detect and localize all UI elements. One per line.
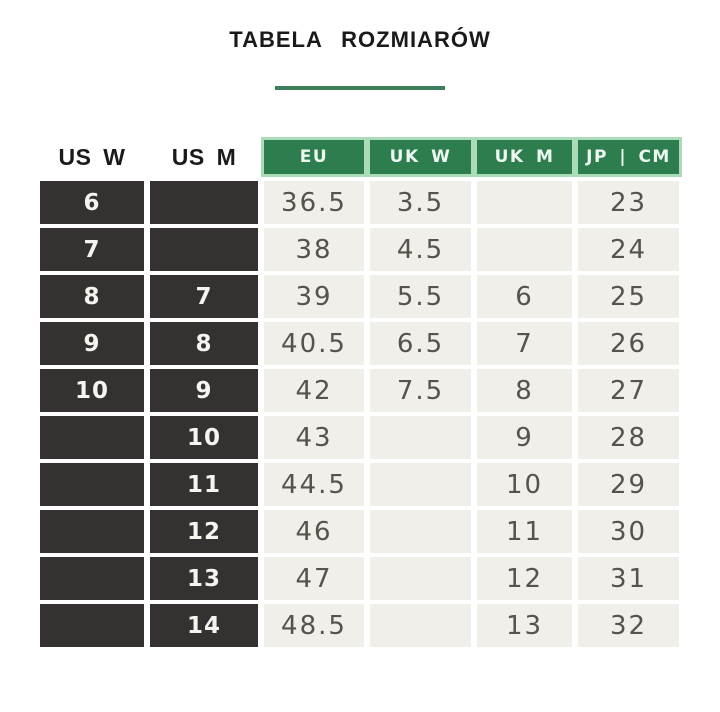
cell-uk-w [370,557,471,600]
cell-us-m: 14 [150,604,258,647]
column-header-uk-m: UK M [474,137,575,177]
cell-jp-cm: 25 [578,275,679,318]
cell-jp-cm: 29 [578,463,679,506]
column-header-jp-cm: JP | CM [575,137,682,177]
cell-uk-m: 9 [477,416,572,459]
cell-jp-cm: 30 [578,510,679,553]
column-header-us-m: US M [171,143,237,170]
cell-us-w [40,416,144,459]
cell-us-m: 12 [150,510,258,553]
cell-eu: 42 [264,369,364,412]
cell-uk-m [477,228,572,271]
cell-us-m [150,228,258,271]
cell-us-w: 8 [40,275,144,318]
cell-eu: 48.5 [264,604,364,647]
title-underline [275,86,445,90]
cell-uk-m: 13 [477,604,572,647]
cell-uk-w [370,510,471,553]
page-title: TABELA ROZMIARÓW [229,27,491,52]
cell-eu: 36.5 [264,181,364,224]
cell-us-w: 10 [40,369,144,412]
cell-uk-w: 6.5 [370,322,471,365]
cell-uk-m [477,181,572,224]
cell-us-m: 9 [150,369,258,412]
cell-eu: 43 [264,416,364,459]
cell-us-w [40,510,144,553]
cell-uk-m: 7 [477,322,572,365]
cell-eu: 47 [264,557,364,600]
cell-uk-w: 5.5 [370,275,471,318]
cell-jp-cm: 32 [578,604,679,647]
cell-eu: 46 [264,510,364,553]
cell-uk-w [370,416,471,459]
cell-uk-w [370,463,471,506]
cell-eu: 44.5 [264,463,364,506]
column-header-us-w: US W [58,143,126,170]
cell-us-m [150,181,258,224]
cell-us-w [40,604,144,647]
cell-uk-m: 8 [477,369,572,412]
cell-jp-cm: 27 [578,369,679,412]
cell-us-m: 13 [150,557,258,600]
cell-eu: 40.5 [264,322,364,365]
cell-us-w: 6 [40,181,144,224]
cell-uk-w [370,604,471,647]
cell-uk-m: 11 [477,510,572,553]
size-chart-page: TABELA ROZMIARÓW US W US M EU UK W UK M … [0,26,720,712]
column-header-eu: EU [261,137,367,177]
cell-jp-cm: 31 [578,557,679,600]
cell-us-w: 9 [40,322,144,365]
cell-jp-cm: 24 [578,228,679,271]
cell-uk-m: 6 [477,275,572,318]
cell-uk-w: 7.5 [370,369,471,412]
cell-uk-m: 10 [477,463,572,506]
cell-us-w [40,463,144,506]
cell-us-w [40,557,144,600]
cell-uk-w: 4.5 [370,228,471,271]
size-table: US W US M EU UK W UK M JP | CM 6 36.5 3.5 2… [40,137,720,647]
cell-jp-cm: 23 [578,181,679,224]
cell-us-w: 7 [40,228,144,271]
cell-us-m: 7 [150,275,258,318]
cell-us-m: 8 [150,322,258,365]
column-header-uk-w: UK W [367,137,474,177]
cell-jp-cm: 28 [578,416,679,459]
cell-eu: 39 [264,275,364,318]
cell-jp-cm: 26 [578,322,679,365]
cell-uk-m: 12 [477,557,572,600]
cell-uk-w: 3.5 [370,181,471,224]
cell-us-m: 11 [150,463,258,506]
cell-us-m: 10 [150,416,258,459]
cell-eu: 38 [264,228,364,271]
